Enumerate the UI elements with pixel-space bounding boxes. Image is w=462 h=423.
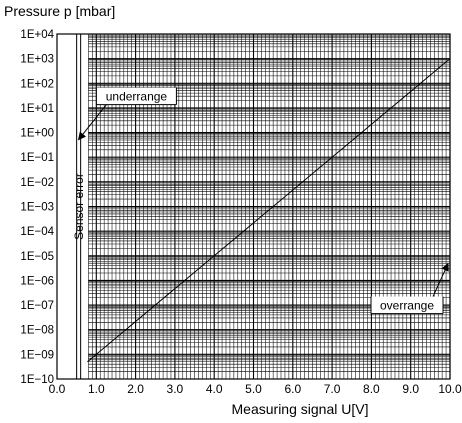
y-tick-label: 1E−05: [20, 251, 54, 263]
chart-axes: 1E−10 1E−09 1E−08 1E−07 1E−06 1E−05 1E−04 1E−03…: [20, 29, 462, 396]
underrange-label: underrange: [106, 90, 168, 104]
y-tick-label: 1E+03: [20, 54, 54, 66]
chart-series: [87, 58, 451, 363]
y-tick-label: 1E−09: [20, 349, 54, 361]
x-tick-label: 5.0: [245, 382, 262, 396]
x-tick-label: 6.0: [284, 382, 301, 396]
y-tick-label: 1E−03: [20, 202, 54, 214]
y-tick-label: 1E−02: [20, 177, 54, 189]
x-tick-label: 7.0: [324, 382, 341, 396]
annotation-arrow: [432, 262, 449, 297]
annotation-box: [96, 87, 177, 105]
annotation-arrow: [77, 104, 107, 141]
x-tick-label: 9.0: [402, 382, 419, 396]
x-tick-label: 4.0: [206, 382, 223, 396]
y-tick-label: 1E+02: [20, 78, 54, 90]
x-tick-label: 3.0: [167, 382, 184, 396]
plot-frame: [56, 33, 451, 380]
y-tick-label: 1E−06: [20, 275, 54, 287]
annotation-box: [371, 296, 443, 314]
y-tick-label: 1E+04: [20, 29, 54, 41]
characteristic-line: [87, 58, 451, 363]
y-axis-label: Pressure p [mbar]: [4, 3, 115, 19]
sensor-error-label: Sensor error: [72, 173, 86, 240]
y-tick-label: 1E−04: [20, 226, 54, 238]
y-tick-label: 1E+01: [20, 103, 54, 115]
chart-regions: Sensor error: [72, 34, 86, 379]
y-tick-label: 1E−07: [20, 300, 54, 312]
chart-annotations: underrange overrange: [77, 87, 449, 315]
y-tick-label: 1E−01: [20, 152, 54, 164]
y-tick-label: 1E−10: [20, 374, 54, 386]
x-tick-label: 10.0: [438, 382, 462, 396]
x-tick-label: 1.0: [88, 382, 105, 396]
y-tick-label: 1E−08: [20, 325, 54, 337]
y-tick-label: 1E+00: [20, 128, 54, 140]
overrange-label: overrange: [380, 299, 434, 313]
chart-grid: [88, 33, 451, 380]
x-tick-label: 8.0: [363, 382, 380, 396]
chart-labels: Pressure p [mbar] Measuring signal U[V]: [4, 3, 368, 417]
x-tick-label: 2.0: [127, 382, 144, 396]
x-axis-label: Measuring signal U[V]: [232, 401, 369, 417]
x-tick-label: 0.0: [49, 382, 66, 396]
